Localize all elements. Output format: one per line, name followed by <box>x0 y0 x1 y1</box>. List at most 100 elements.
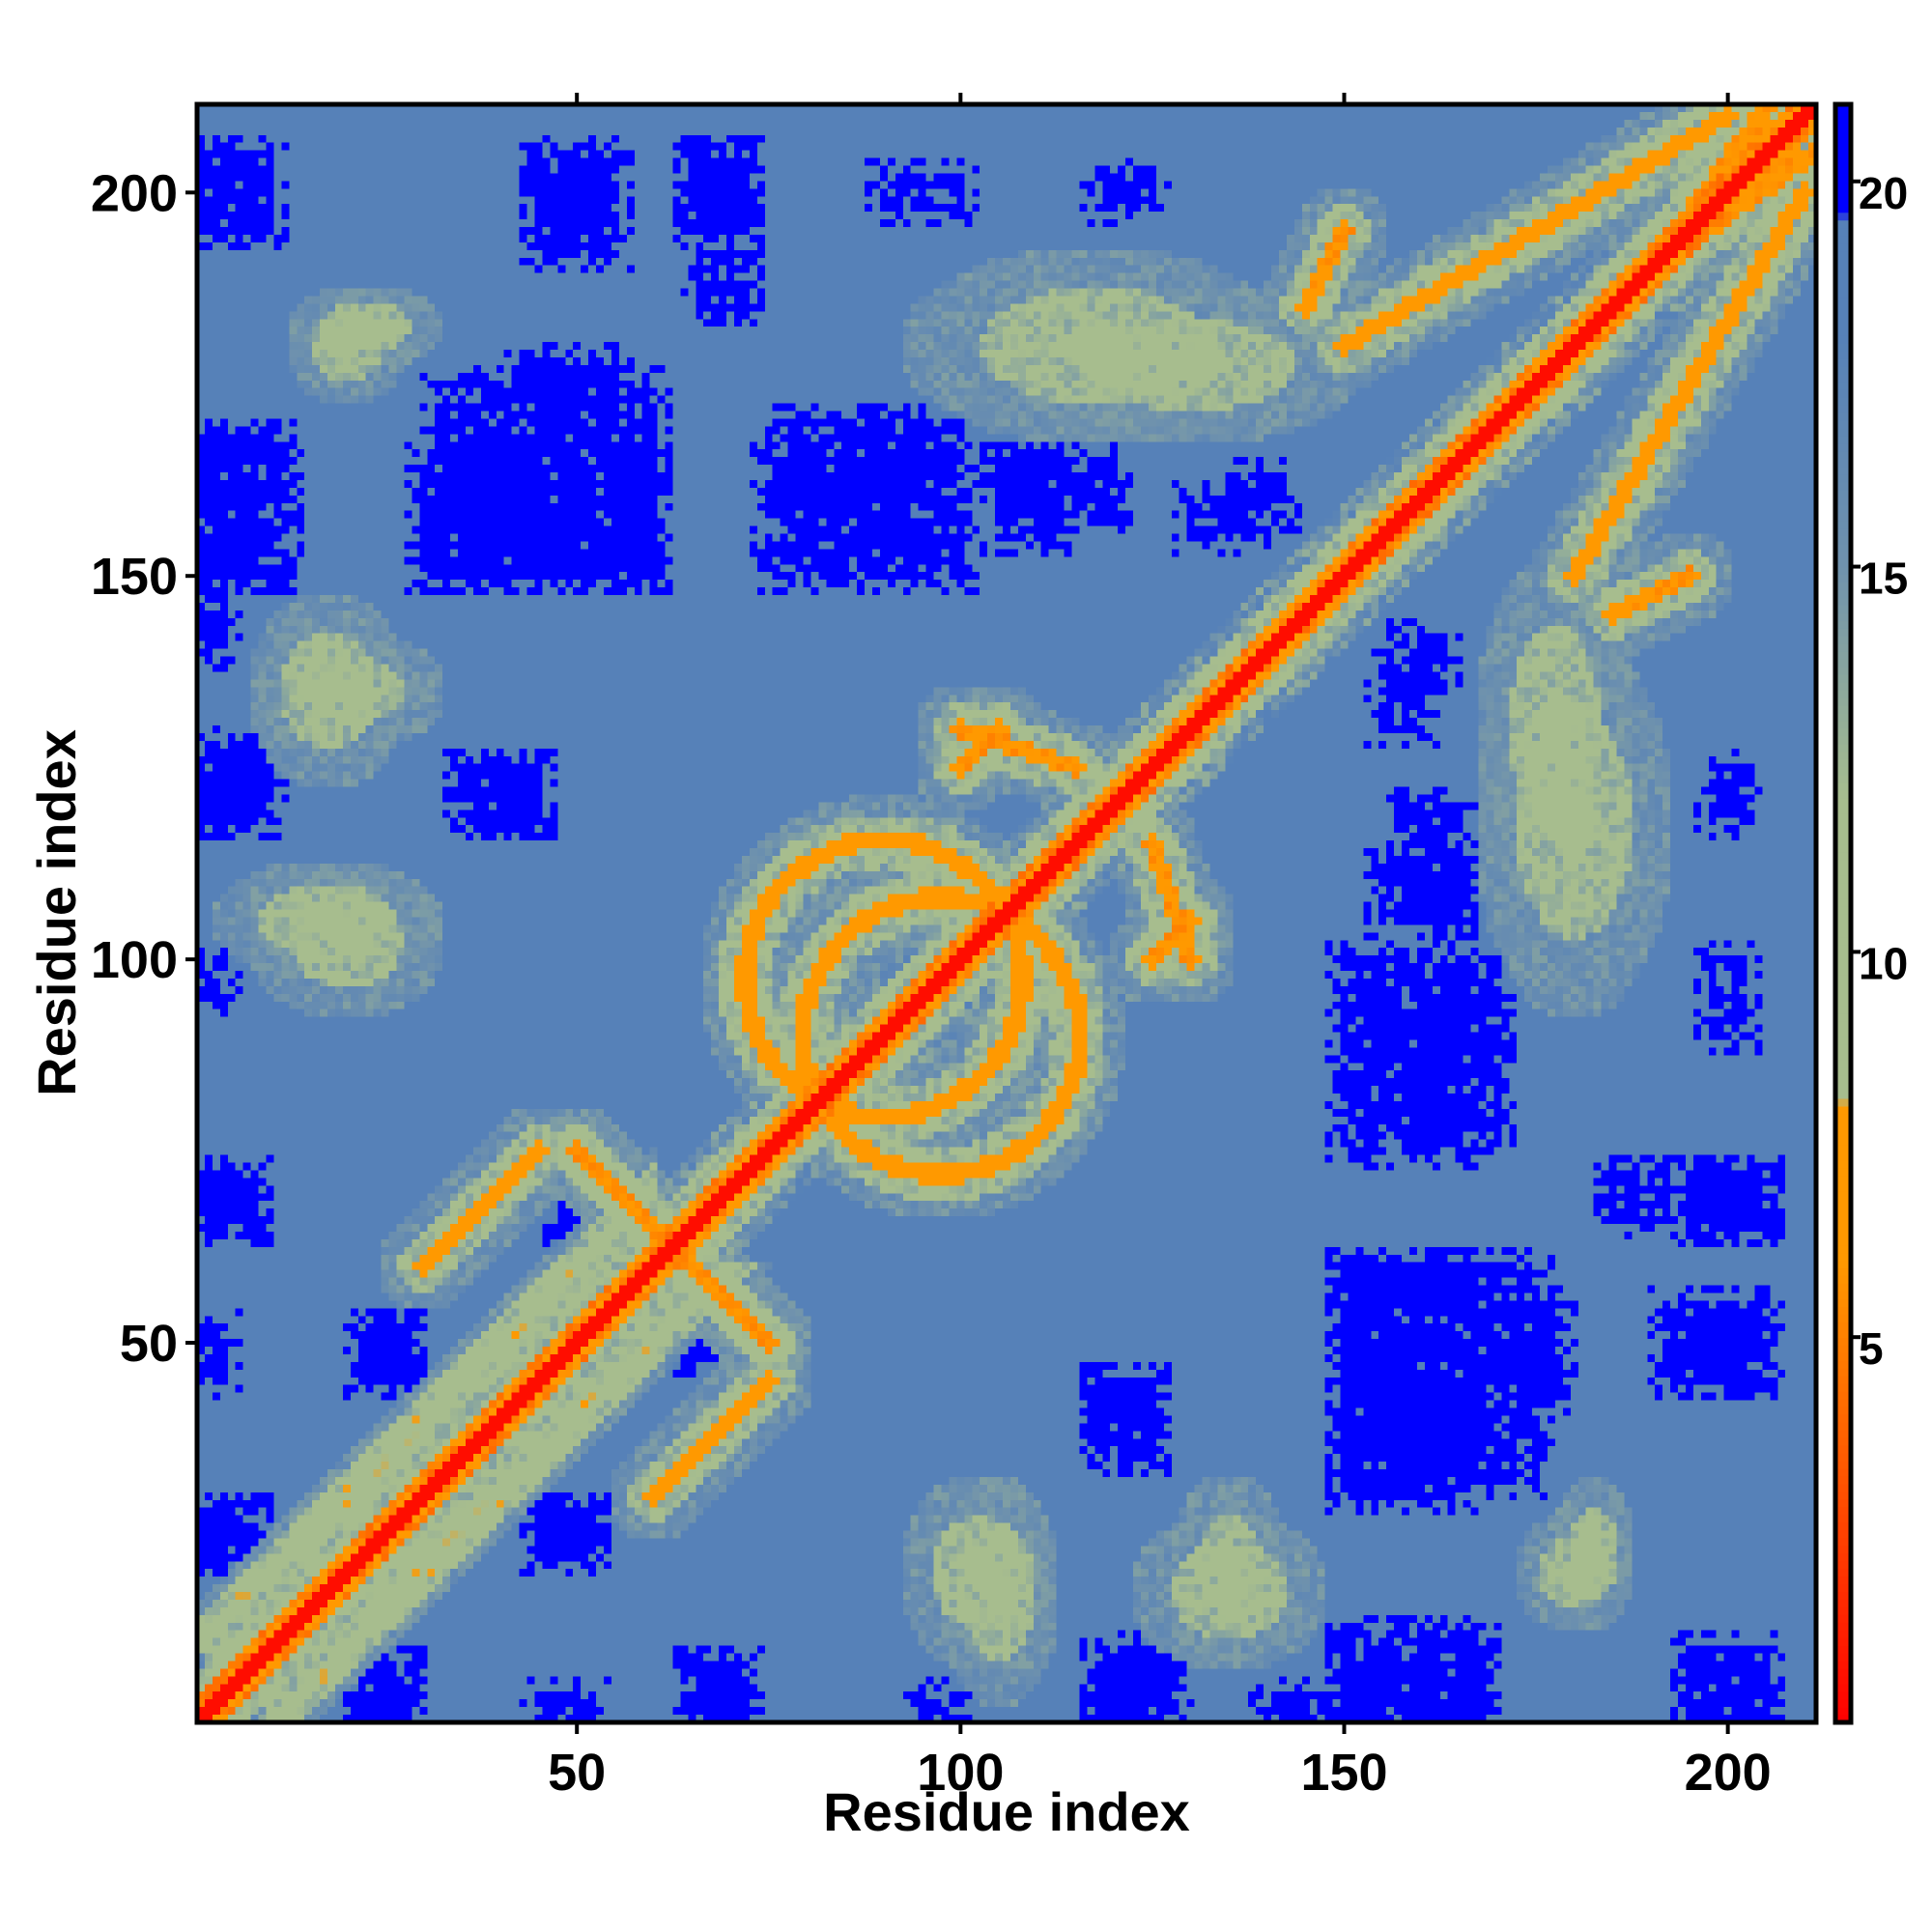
colorbar-segment <box>1835 1121 1851 1130</box>
colorbar-segment <box>1835 250 1851 260</box>
colorbar-segment <box>1835 874 1851 884</box>
colorbar-segment <box>1835 1306 1851 1315</box>
colorbar-segment <box>1835 104 1851 113</box>
colorbar-segment <box>1835 1260 1851 1269</box>
colorbar-segment <box>1835 1399 1851 1407</box>
colorbar-segment <box>1835 1606 1851 1615</box>
colorbar-segment <box>1835 1653 1851 1662</box>
colorbar: 5 10 15 20 <box>1833 101 1908 1725</box>
colorbar-segment <box>1835 358 1851 367</box>
colorbar-segment <box>1835 1352 1851 1361</box>
colorbar-segment <box>1835 1552 1851 1562</box>
colorbar-segment <box>1835 196 1851 206</box>
colorbar-segment <box>1835 1715 1851 1723</box>
colorbar-tick-label: 20 <box>1859 168 1908 218</box>
colorbar-segment <box>1835 674 1851 683</box>
colorbar-segment <box>1835 1436 1851 1446</box>
colorbar-segment <box>1835 998 1851 1007</box>
colorbar-segment <box>1835 612 1851 622</box>
colorbar-segment <box>1835 543 1851 553</box>
colorbar-segment <box>1835 867 1851 876</box>
colorbar-segment <box>1835 597 1851 607</box>
colorbar-segment <box>1835 1167 1851 1177</box>
colorbar-segment <box>1835 1576 1851 1585</box>
colorbar-segment <box>1835 1467 1851 1477</box>
y-tick-label: 150 <box>91 548 178 606</box>
colorbar-segment <box>1835 859 1851 868</box>
colorbar-segment <box>1835 1691 1851 1700</box>
colorbar-segment <box>1835 1144 1851 1153</box>
colorbar-tick-label: 15 <box>1859 554 1908 604</box>
colorbar-segment <box>1835 643 1851 652</box>
colorbar-segment <box>1835 134 1851 144</box>
colorbar-segment <box>1835 566 1851 576</box>
colorbar-segment <box>1835 797 1851 807</box>
colorbar-segment <box>1835 1060 1851 1068</box>
colorbar-segment <box>1835 1622 1851 1631</box>
colorbar-segment <box>1835 512 1851 522</box>
colorbar-segment <box>1835 913 1851 923</box>
colorbar-segment <box>1835 781 1851 791</box>
colorbar-segment <box>1835 1229 1851 1238</box>
colorbar-segment <box>1835 458 1851 468</box>
colorbar-segment <box>1835 574 1851 583</box>
colorbar-segment <box>1835 667 1851 675</box>
colorbar-segment <box>1835 1421 1851 1431</box>
colorbar-segment <box>1835 489 1851 498</box>
colorbar-segment <box>1835 1021 1851 1030</box>
colorbar-segment <box>1835 890 1851 899</box>
colorbar-segment <box>1835 204 1851 213</box>
colorbar-segment <box>1835 1444 1851 1454</box>
colorbar-segment <box>1835 281 1851 291</box>
colorbar-segment <box>1835 828 1851 838</box>
colorbar-segment <box>1835 1537 1851 1547</box>
colorbar-segment <box>1835 805 1851 814</box>
colorbar-segment <box>1835 1252 1851 1262</box>
colorbar-segment <box>1835 967 1851 976</box>
colorbar-segment <box>1835 304 1851 313</box>
colorbar-segment <box>1835 1182 1851 1192</box>
colorbar-segment <box>1835 335 1851 344</box>
x-tick-label: 100 <box>917 1744 1004 1802</box>
colorbar-segment <box>1835 312 1851 321</box>
colorbar-segment <box>1835 820 1851 830</box>
colorbar-segment <box>1835 1560 1851 1570</box>
colorbar-segment <box>1835 412 1851 421</box>
colorbar-segment <box>1835 1583 1851 1593</box>
colorbar-segment <box>1835 851 1851 861</box>
colorbar-segment <box>1835 1128 1851 1138</box>
colorbar-segment <box>1835 1236 1851 1246</box>
y-axis: 50 100 150 200 <box>91 164 197 1373</box>
colorbar-segment <box>1835 921 1851 930</box>
colorbar-segment <box>1835 1383 1851 1392</box>
colorbar-segment <box>1835 273 1851 283</box>
colorbar-segment <box>1835 1029 1851 1037</box>
x-axis: 50 100 150 200 <box>548 93 1772 1802</box>
colorbar-segment <box>1835 1113 1851 1122</box>
heatmap-image <box>197 104 1816 1722</box>
colorbar-segment <box>1835 1460 1851 1469</box>
colorbar-segment <box>1835 1213 1851 1223</box>
colorbar-segment <box>1835 774 1851 783</box>
colorbar-segment <box>1835 1097 1851 1107</box>
colorbar-segment <box>1835 1614 1851 1623</box>
colorbar-segment <box>1835 1329 1851 1338</box>
colorbar-segment <box>1835 1637 1851 1646</box>
colorbar-segment <box>1835 1498 1851 1508</box>
colorbar-segment <box>1835 142 1851 152</box>
colorbar-segment <box>1835 1052 1851 1061</box>
colorbar-segment <box>1835 1314 1851 1322</box>
colorbar-segment <box>1835 1668 1851 1677</box>
colorbar-segment <box>1835 1198 1851 1208</box>
colorbar-segment <box>1835 428 1851 437</box>
colorbar-segment <box>1835 266 1851 275</box>
colorbar-segment <box>1835 450 1851 460</box>
colorbar-segment <box>1835 466 1851 475</box>
x-tick-label: 200 <box>1685 1744 1772 1802</box>
colorbar-segment <box>1835 1206 1851 1215</box>
colorbar-segment <box>1835 843 1851 853</box>
colorbar-segment <box>1835 481 1851 491</box>
colorbar-segment <box>1835 1699 1851 1708</box>
colorbar-segment <box>1835 1275 1851 1284</box>
colorbar-segment <box>1835 659 1851 668</box>
